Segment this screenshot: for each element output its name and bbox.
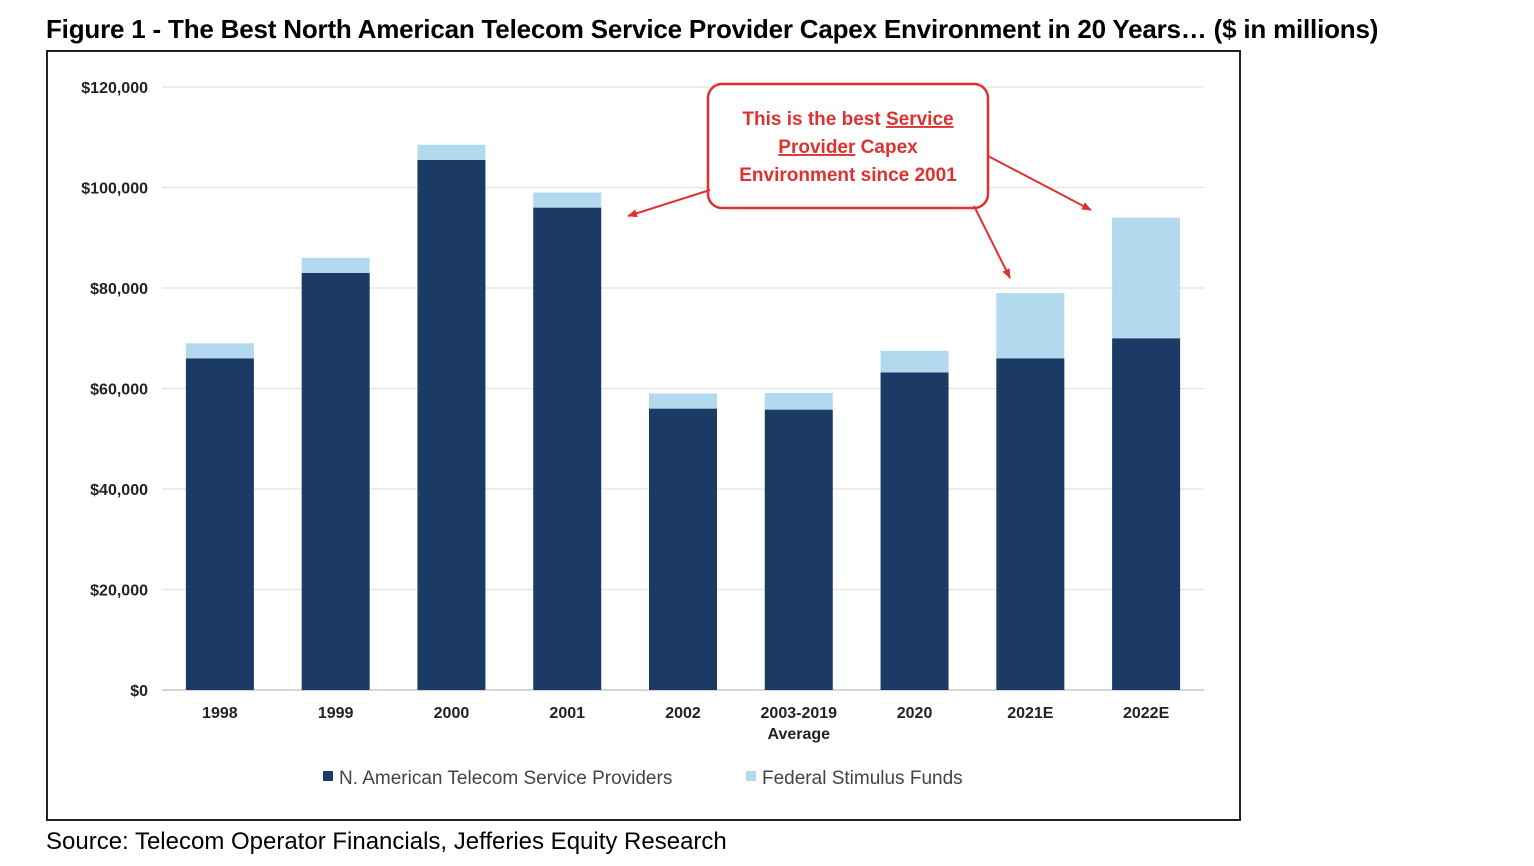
bar-stimulus-2001	[533, 192, 602, 208]
bar-stimulus-2022e	[1112, 217, 1181, 339]
x-tick-label: 2003-2019	[761, 705, 838, 722]
callout-line: Provider Capex	[778, 137, 918, 158]
callout-line: This is the best Service	[742, 109, 953, 130]
bar-providers-2022e	[1112, 338, 1181, 690]
bar-providers-2021e	[996, 358, 1065, 690]
bar-stimulus-1999	[301, 257, 370, 273]
y-tick-label: $40,000	[90, 482, 148, 499]
x-tick-label: 2000	[434, 705, 470, 722]
y-tick-label: $20,000	[90, 583, 148, 600]
x-tick-label: 2022E	[1123, 705, 1170, 722]
x-tick-label: 1999	[318, 705, 354, 722]
callout-segment: Environment since 2001	[739, 165, 957, 186]
y-tick-label: $0	[130, 683, 148, 700]
x-tick-label: 2020	[897, 705, 933, 722]
bar-providers-1998	[185, 358, 254, 690]
bar-stimulus-2003-2019-average	[764, 393, 833, 410]
bar-stimulus-2002	[649, 393, 717, 409]
callout-line: Environment since 2001	[739, 165, 957, 186]
callout-segment: Capex	[855, 137, 918, 158]
x-tick-label: Average	[767, 726, 830, 743]
callout-segment: This is the best	[742, 109, 886, 130]
legend-swatch	[323, 771, 333, 781]
x-axis-ticks: 1998 1999 2000 2001 2002 2003-2019 Average 2020…	[202, 705, 1169, 743]
y-tick-label: $80,000	[90, 281, 148, 298]
y-tick-label: $120,000	[81, 80, 148, 97]
legend-label: N. American Telecom Service Providers	[339, 768, 672, 789]
bar-providers-2003-2019-average	[764, 409, 833, 690]
x-tick-label: 2021E	[1007, 705, 1054, 722]
y-axis-ticks: $0 $20,000 $40,000 $60,000 $80,000 $100,000 $1…	[81, 80, 148, 700]
legend-label: Federal Stimulus Funds	[762, 768, 963, 789]
callout-segment: Service	[886, 109, 954, 130]
bar-chart: $0 $20,000 $40,000 $60,000 $80,000 $100,000 $1…	[81, 80, 1204, 789]
bar-stimulus-2020	[880, 350, 949, 373]
bars	[185, 144, 1181, 691]
bar-providers-2020	[880, 372, 949, 690]
bar-providers-2002	[649, 408, 717, 690]
callout-arrow	[987, 155, 1092, 211]
callout-segment: Provider	[778, 137, 856, 158]
bar-stimulus-1998	[185, 343, 254, 359]
callout-annotation: This is the best Service Provider Capex En…	[627, 82, 1092, 279]
y-tick-label: $60,000	[90, 382, 148, 399]
legend-swatch	[746, 771, 756, 781]
bar-providers-1999	[301, 272, 370, 690]
figure-title: Figure 1 - The Best North American Telec…	[46, 14, 1379, 44]
x-tick-label: 1998	[202, 705, 238, 722]
x-tick-label: 2002	[665, 705, 701, 722]
bar-providers-2000	[417, 159, 486, 691]
bar-stimulus-2021e	[996, 293, 1065, 359]
callout-box	[706, 82, 990, 210]
figure-source: Source: Telecom Operator Financials, Jef…	[46, 828, 727, 855]
bar-providers-2001	[533, 207, 602, 690]
y-tick-label: $100,000	[81, 181, 148, 198]
x-tick-label: 2001	[549, 705, 585, 722]
callout-arrow	[627, 189, 711, 218]
bar-stimulus-2000	[417, 144, 486, 160]
legend: N. American Telecom Service Providers Fed…	[323, 768, 963, 789]
callout-arrow	[973, 205, 1011, 279]
